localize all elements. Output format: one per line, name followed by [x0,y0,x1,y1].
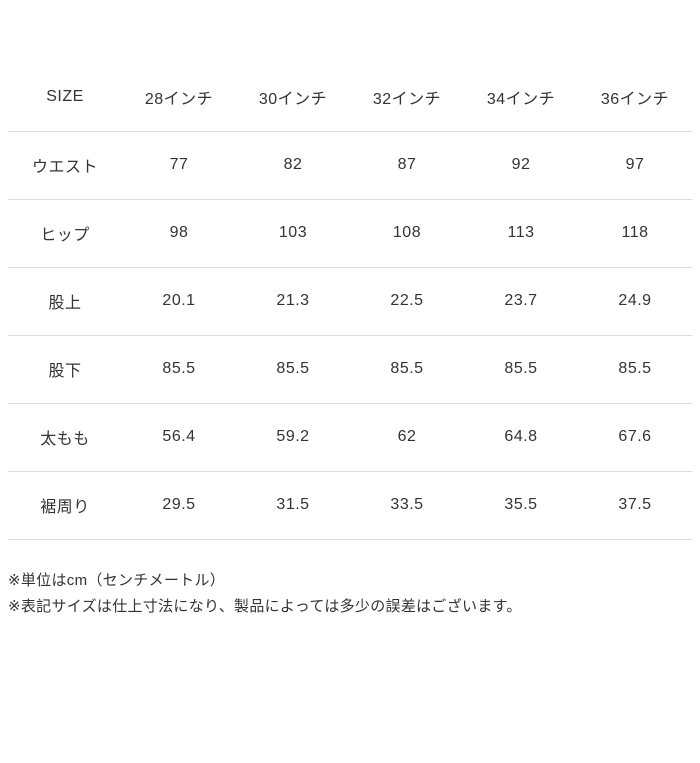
cell-value: 82 [236,131,350,200]
cell-value: 62 [350,403,464,472]
cell-value: 29.5 [122,471,236,540]
cell-value: 59.2 [236,403,350,472]
table-row-hip: ヒップ 98 103 108 113 118 [8,199,692,268]
row-label: ウエスト [8,131,122,200]
table-row-thigh: 太もも 56.4 59.2 62 64.8 67.6 [8,403,692,472]
cell-value: 24.9 [578,267,692,336]
cell-value: 22.5 [350,267,464,336]
cell-value: 85.5 [122,335,236,404]
cell-value: 37.5 [578,471,692,540]
cell-value: 85.5 [464,335,578,404]
cell-value: 92 [464,131,578,200]
footnotes: ※単位はcm（センチメートル） ※表記サイズは仕上寸法になり、製品によっては多少… [8,568,692,620]
row-label: 股下 [8,335,122,404]
cell-value: 87 [350,131,464,200]
header-row: SIZE 28インチ 30インチ 32インチ 34インチ 36インチ [8,63,692,132]
cell-value: 64.8 [464,403,578,472]
table-row-hem: 裾周り 29.5 31.5 33.5 35.5 37.5 [8,471,692,540]
header-36-inch: 36インチ [578,63,692,132]
size-chart-header: SIZE 28インチ 30インチ 32インチ 34インチ 36インチ [8,63,692,132]
cell-value: 85.5 [578,335,692,404]
cell-value: 113 [464,199,578,268]
table-row-rise: 股上 20.1 21.3 22.5 23.7 24.9 [8,267,692,336]
cell-value: 103 [236,199,350,268]
cell-value: 33.5 [350,471,464,540]
size-chart-body: ウエスト 77 82 87 92 97 ヒップ 98 103 108 113 1… [8,131,692,540]
cell-value: 31.5 [236,471,350,540]
row-label: 太もも [8,403,122,472]
cell-value: 21.3 [236,267,350,336]
cell-value: 77 [122,131,236,200]
cell-value: 85.5 [236,335,350,404]
row-label: 股上 [8,267,122,336]
cell-value: 20.1 [122,267,236,336]
cell-value: 118 [578,199,692,268]
header-size-label: SIZE [8,63,122,132]
cell-value: 85.5 [350,335,464,404]
cell-value: 23.7 [464,267,578,336]
row-label: 裾周り [8,471,122,540]
table-row-inseam: 股下 85.5 85.5 85.5 85.5 85.5 [8,335,692,404]
cell-value: 35.5 [464,471,578,540]
cell-value: 97 [578,131,692,200]
header-30-inch: 30インチ [236,63,350,132]
header-34-inch: 34インチ [464,63,578,132]
row-label: ヒップ [8,199,122,268]
cell-value: 56.4 [122,403,236,472]
size-chart-table: SIZE 28インチ 30インチ 32インチ 34インチ 36インチ ウエスト … [8,63,692,540]
tolerance-note: ※表記サイズは仕上寸法になり、製品によっては多少の誤差はございます。 [8,597,522,615]
cell-value: 108 [350,199,464,268]
unit-note: ※単位はcm（センチメートル） [8,571,226,589]
header-28-inch: 28インチ [122,63,236,132]
header-32-inch: 32インチ [350,63,464,132]
cell-value: 67.6 [578,403,692,472]
cell-value: 98 [122,199,236,268]
table-row-waist: ウエスト 77 82 87 92 97 [8,131,692,200]
